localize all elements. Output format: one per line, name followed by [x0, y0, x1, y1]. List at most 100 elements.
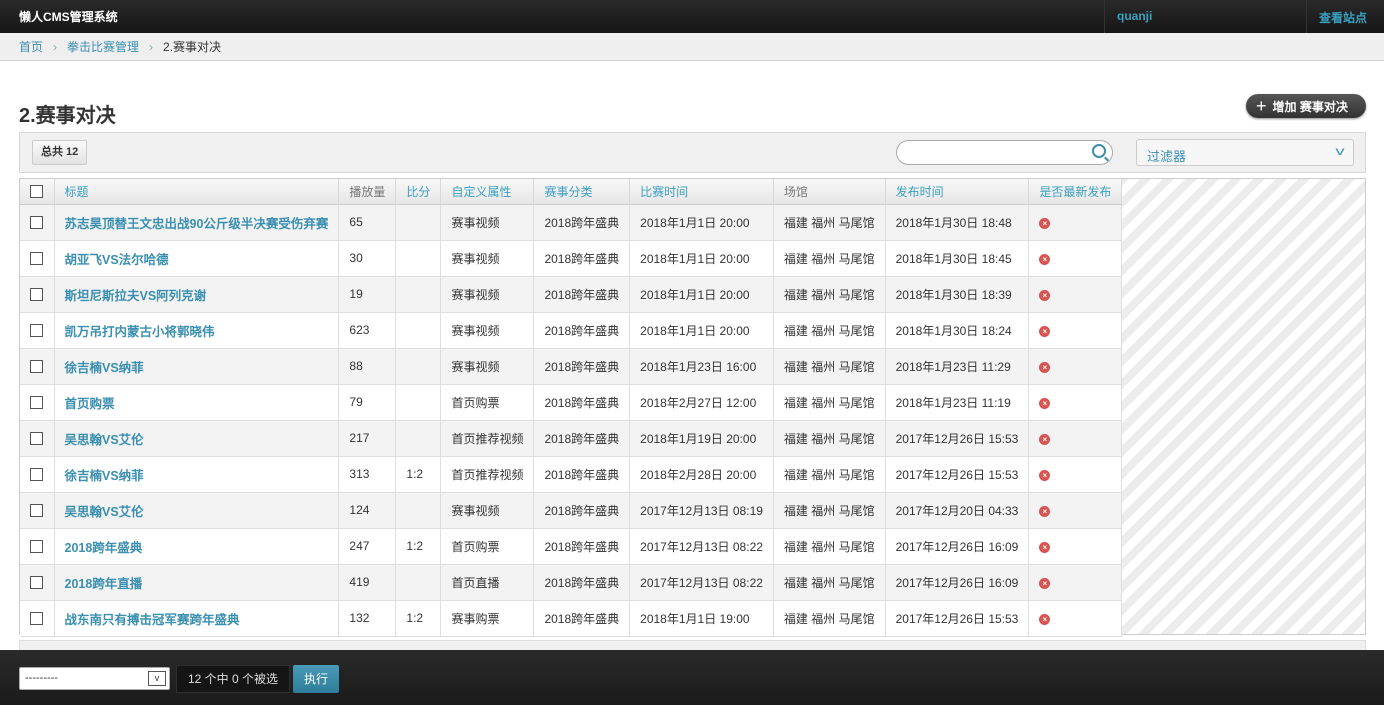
table-cell: 赛事视频 [440, 348, 535, 385]
table-cell: 2018跨年盛典 [533, 312, 631, 349]
table-cell [395, 204, 442, 241]
table-row: 吴思翰VS艾伦 124 赛事视频 2018跨年盛典 2017年12月13日 08:19 福… [20, 492, 1123, 529]
row-title-link[interactable]: 战东南只有搏击冠军赛跨年盛典 [64, 612, 240, 627]
row-checkbox-cell [20, 348, 55, 385]
table-cell: 2018年1月1日 20:00 [629, 276, 774, 313]
table-cell [395, 420, 442, 457]
table-cell: 赛事购票 [440, 600, 535, 637]
title-cell: 凯万吊打内蒙古小将郭晓伟 [54, 312, 340, 349]
table-cell: 2018年1月1日 20:00 [629, 204, 774, 241]
title-cell: 斯坦尼斯拉夫VS阿列克谢 [54, 276, 340, 313]
table-row: 斯坦尼斯拉夫VS阿列克谢 19 赛事视频 2018跨年盛典 2018年1月1日 20:0… [20, 276, 1123, 313]
table-cell: 2018跨年盛典 [533, 456, 631, 493]
breadcrumb-boxing[interactable]: 拳击比赛管理 [67, 40, 140, 54]
row-checkbox[interactable] [30, 252, 43, 266]
table-row: 吴思翰VS艾伦 217 首页推荐视频 2018跨年盛典 2018年1月19日 20:00… [20, 420, 1123, 457]
row-title-link[interactable]: 2018跨年盛典 [64, 540, 143, 555]
table-cell: 2018跨年盛典 [533, 564, 631, 601]
row-checkbox[interactable] [30, 612, 43, 626]
row-title-link[interactable]: 徐吉楠VS纳菲 [64, 468, 144, 483]
table-cell: 2017年12月26日 15:53 [885, 420, 1030, 457]
run-button[interactable]: 执行 [293, 665, 339, 693]
chevron-down-icon: v [1335, 144, 1345, 158]
table-cell: 30 [338, 240, 397, 277]
row-checkbox[interactable] [30, 504, 43, 518]
chevron-down-icon: v [148, 671, 166, 686]
search-icon[interactable] [1092, 144, 1106, 158]
row-checkbox[interactable] [30, 540, 43, 554]
filter-dropdown[interactable]: 过滤器 v [1136, 139, 1354, 166]
title-cell: 首页购票 [54, 384, 340, 421]
table-cell: 福建 福州 马尾馆 [773, 600, 886, 637]
table-cell: 1:2 [395, 456, 442, 493]
row-checkbox[interactable] [30, 360, 43, 374]
plus-icon: + [1256, 96, 1267, 116]
column-header[interactable]: 赛事分类 [533, 179, 631, 205]
column-header[interactable]: 比分 [395, 179, 442, 205]
column-header[interactable]: 是否最新发布 [1028, 179, 1123, 205]
row-checkbox[interactable] [30, 324, 43, 338]
row-checkbox-cell [20, 240, 55, 277]
action-select[interactable]: --------- v [19, 667, 170, 690]
row-title-link[interactable]: 斯坦尼斯拉夫VS阿列克谢 [64, 288, 207, 303]
table-cell: 247 [338, 528, 397, 565]
table-cell: 2018年1月30日 18:45 [885, 240, 1030, 277]
table-row: 徐吉楠VS纳菲 88 赛事视频 2018跨年盛典 2018年1月23日 16:00 福建 … [20, 348, 1123, 385]
table-cell: 2018年2月27日 12:00 [629, 384, 774, 421]
row-title-link[interactable]: 首页购票 [64, 396, 115, 411]
table-cell: 623 [338, 312, 397, 349]
row-title-link[interactable]: 凯万吊打内蒙古小将郭晓伟 [64, 324, 215, 339]
view-site-link[interactable]: 查看站点 [1306, 0, 1384, 33]
table-row: 胡亚飞VS法尔哈德 30 赛事视频 2018跨年盛典 2018年1月1日 20:00 福建… [20, 240, 1123, 277]
column-header[interactable]: 比赛时间 [629, 179, 774, 205]
row-checkbox[interactable] [30, 432, 43, 446]
row-checkbox-cell [20, 564, 55, 601]
table-cell: 福建 福州 马尾馆 [773, 240, 886, 277]
table-cell: 217 [338, 420, 397, 457]
column-header[interactable]: 发布时间 [885, 179, 1030, 205]
row-checkbox[interactable] [30, 576, 43, 590]
chevron-right-icon: › [149, 39, 154, 54]
row-checkbox[interactable] [30, 288, 43, 302]
latest-cell: × [1028, 492, 1123, 529]
page-title: 2.赛事对决 [19, 105, 116, 127]
table-cell: 2017年12月13日 08:22 [629, 528, 774, 565]
row-title-link[interactable]: 吴思翰VS艾伦 [64, 432, 144, 447]
table-cell: 88 [338, 348, 397, 385]
title-cell: 2018跨年直播 [54, 564, 340, 601]
select-all-checkbox[interactable] [30, 185, 43, 199]
table-cell: 2018年1月1日 20:00 [629, 240, 774, 277]
search-input[interactable] [896, 140, 1113, 165]
x-circle-icon: × [1039, 542, 1051, 553]
column-header[interactable]: 标题 [54, 179, 340, 205]
latest-cell: × [1028, 420, 1123, 457]
table-cell: 赛事视频 [440, 492, 535, 529]
row-title-link[interactable]: 胡亚飞VS法尔哈德 [64, 252, 169, 267]
selection-counter: 12 个中 0 个被选 [176, 665, 291, 693]
add-match-button[interactable]: + 增加 赛事对决 [1246, 94, 1366, 118]
column-header[interactable]: 自定义属性 [440, 179, 535, 205]
table-cell: 福建 福州 马尾馆 [773, 276, 886, 313]
latest-cell: × [1028, 456, 1123, 493]
user-link[interactable]: quanji [1104, 0, 1306, 33]
results-table: 标题 播放量 比分 自定义属性 赛事分类 比赛时间 场馆 发布时间 是否最新发布 苏志昊顶替王文… [20, 179, 1123, 637]
table-cell: 赛事视频 [440, 240, 535, 277]
row-checkbox[interactable] [30, 216, 43, 230]
table-cell: 419 [338, 564, 397, 601]
select-all-checkbox-cell [20, 179, 55, 205]
row-checkbox[interactable] [30, 396, 43, 410]
row-checkbox-cell [20, 492, 55, 529]
table-cell: 2018年2月28日 20:00 [629, 456, 774, 493]
table-cell: 2018跨年盛典 [533, 276, 631, 313]
row-title-link[interactable]: 苏志昊顶替王文忠出战90公斤级半决赛受伤弃赛 [64, 216, 329, 231]
row-title-link[interactable]: 2018跨年直播 [64, 576, 143, 591]
row-checkbox-cell [20, 312, 55, 349]
row-checkbox[interactable] [30, 468, 43, 482]
row-title-link[interactable]: 徐吉楠VS纳菲 [64, 360, 144, 375]
breadcrumb-home[interactable]: 首页 [19, 40, 44, 54]
column-header[interactable]: 场馆 [773, 179, 886, 205]
column-header[interactable]: 播放量 [338, 179, 397, 205]
table-cell: 79 [338, 384, 397, 421]
title-cell: 徐吉楠VS纳菲 [54, 348, 340, 385]
row-title-link[interactable]: 吴思翰VS艾伦 [64, 504, 144, 519]
